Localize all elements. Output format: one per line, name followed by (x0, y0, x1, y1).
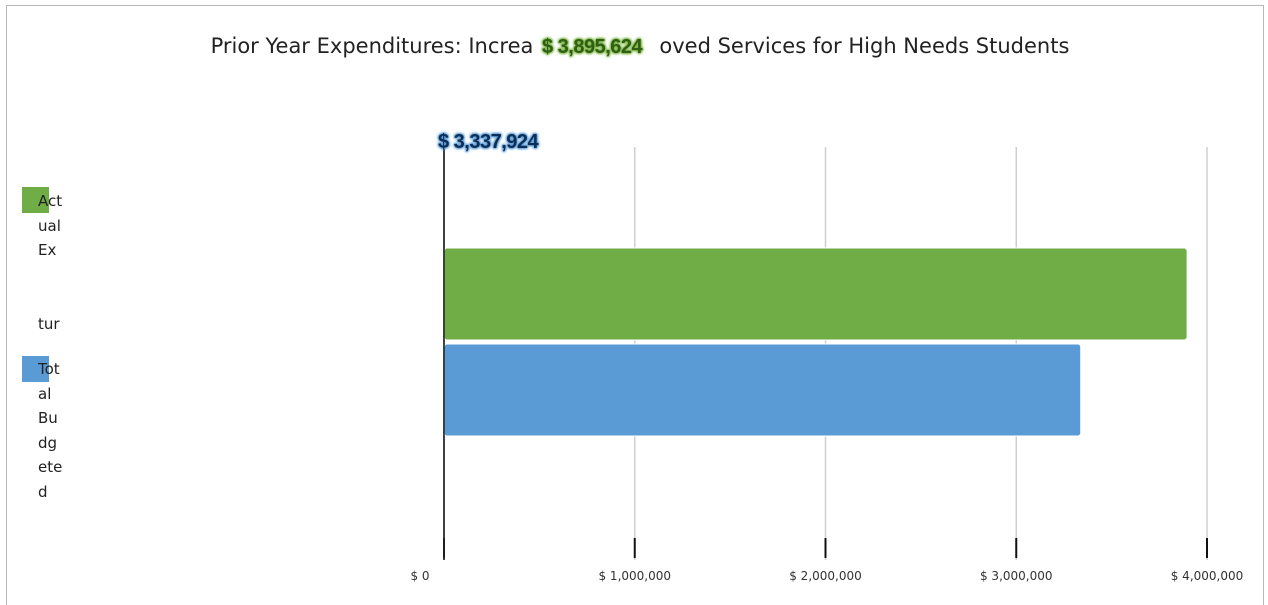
plot-area: $ 0 $ 1,000,000 $ 2,000,000 $ 3,000,000 $ 4,… (410, 147, 1244, 583)
chart-frame (6, 5, 1264, 605)
x-tick-label-2: $ 2,000,000 (789, 569, 862, 583)
chart-title: Prior Year Expenditures: Increa oved Serv… (0, 34, 1268, 58)
chart-title-right: oved Services for High Needs Students (659, 34, 1070, 58)
x-tick-label-1: $ 1,000,000 (598, 569, 671, 583)
bar-actual-expenditures (443, 247, 1188, 341)
legend-label-actual: Act ual Ex tur (38, 192, 63, 333)
legend-swatch-budgeted (22, 356, 49, 382)
data-label-actual: $ 3,895,624 (542, 36, 643, 58)
legend-label-budgeted: Tot al Bu dg ete d (38, 360, 63, 501)
legend-swatch-actual (22, 187, 49, 213)
x-tick-label-0: $ 0 (410, 569, 429, 583)
bar-total-budgeted (443, 343, 1082, 437)
x-tick-label-3: $ 3,000,000 (980, 569, 1053, 583)
data-label-budgeted: $ 3,337,924 (438, 131, 539, 153)
x-tick-label-4: $ 4,000,000 (1171, 569, 1244, 583)
chart-title-left: Prior Year Expenditures: Increa (210, 34, 534, 58)
